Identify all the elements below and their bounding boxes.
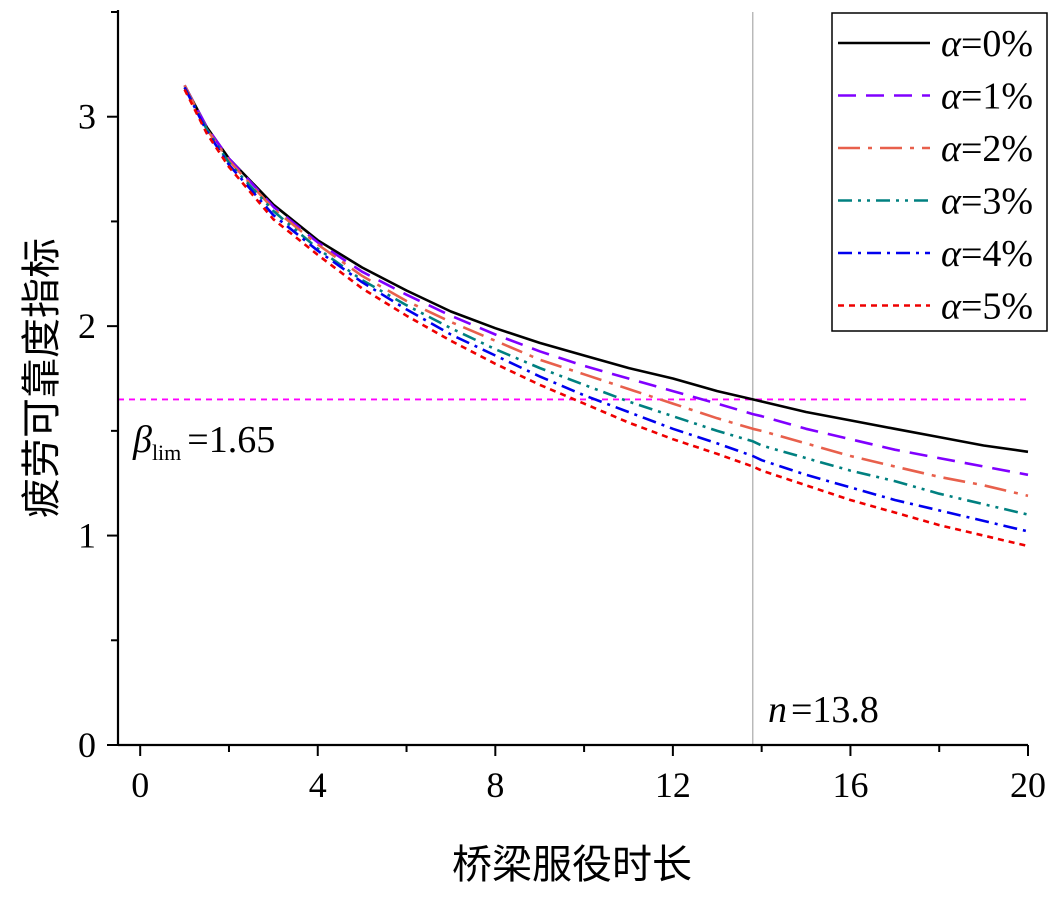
series-lines xyxy=(183,84,1029,548)
series-line-alpha-3 xyxy=(183,86,1029,516)
legend-greek: α xyxy=(941,286,962,328)
legend-label: α=5% xyxy=(941,286,1033,328)
legend-value: =3% xyxy=(961,181,1033,223)
legend-label: α=0% xyxy=(941,23,1033,65)
y-tick-label: 0 xyxy=(78,725,96,765)
legend-label: α=1% xyxy=(941,76,1033,118)
beta-value: =1.65 xyxy=(187,419,275,461)
legend-value: =0% xyxy=(961,23,1033,65)
x-tick-label: 0 xyxy=(131,765,149,805)
legend: α=0%α=1%α=2%α=3%α=4%α=5% xyxy=(831,12,1048,332)
legend-greek: α xyxy=(941,76,962,118)
n-annotation: n =13.8 xyxy=(768,689,879,731)
legend-value: =4% xyxy=(961,233,1033,275)
y-tick-label: 2 xyxy=(78,306,96,346)
svg-text:βlim=1.65: βlim =1.65 xyxy=(132,419,275,465)
y-tick-label: 1 xyxy=(78,516,96,556)
series-line-alpha-1 xyxy=(183,84,1029,477)
legend-value: =2% xyxy=(961,128,1033,170)
y-tick-labels: 0 1 2 3 xyxy=(78,97,96,765)
y-axis-title: 疲劳可靠度指标 xyxy=(19,238,65,518)
legend-box xyxy=(831,12,1048,332)
x-axis-title: 桥梁服役时长 xyxy=(452,842,692,888)
beta-subscript: lim xyxy=(152,440,181,465)
series-line-alpha-4 xyxy=(183,86,1029,533)
n-symbol: n xyxy=(768,689,787,731)
legend-greek: α xyxy=(941,233,962,275)
legend-item-alpha-2: α=2% xyxy=(838,128,1033,170)
legend-label: α=2% xyxy=(941,128,1033,170)
beta-lim-annotation: βlim =1.65 xyxy=(132,419,275,465)
legend-value: =1% xyxy=(961,76,1033,118)
series-line-alpha-2 xyxy=(183,84,1029,498)
svg-text:n=13.8: n =13.8 xyxy=(768,689,879,731)
y-tick-label: 3 xyxy=(78,97,96,137)
legend-item-alpha-0: α=0% xyxy=(838,23,1033,65)
n-value: =13.8 xyxy=(791,689,879,731)
legend-greek: α xyxy=(941,181,962,223)
legend-value: =5% xyxy=(961,286,1033,328)
legend-greek: α xyxy=(941,128,962,170)
axes xyxy=(107,10,1029,756)
legend-label: α=3% xyxy=(941,181,1033,223)
legend-item-alpha-5: α=5% xyxy=(838,286,1033,328)
x-tick-label: 12 xyxy=(655,765,691,805)
beta-symbol: β xyxy=(132,419,152,461)
series-line-alpha-5 xyxy=(183,88,1029,548)
x-tick-label: 4 xyxy=(309,765,327,805)
x-tick-label: 8 xyxy=(486,765,504,805)
x-tick-label: 20 xyxy=(1010,765,1046,805)
legend-item-alpha-4: α=4% xyxy=(838,233,1033,275)
legend-item-alpha-1: α=1% xyxy=(838,76,1033,118)
legend-label: α=4% xyxy=(941,233,1033,275)
x-tick-labels: 0 4 8 12 16 20 xyxy=(131,765,1046,805)
legend-greek: α xyxy=(941,23,962,65)
legend-item-alpha-3: α=3% xyxy=(838,181,1033,223)
x-tick-label: 16 xyxy=(832,765,868,805)
series-line-alpha-0 xyxy=(183,84,1029,454)
